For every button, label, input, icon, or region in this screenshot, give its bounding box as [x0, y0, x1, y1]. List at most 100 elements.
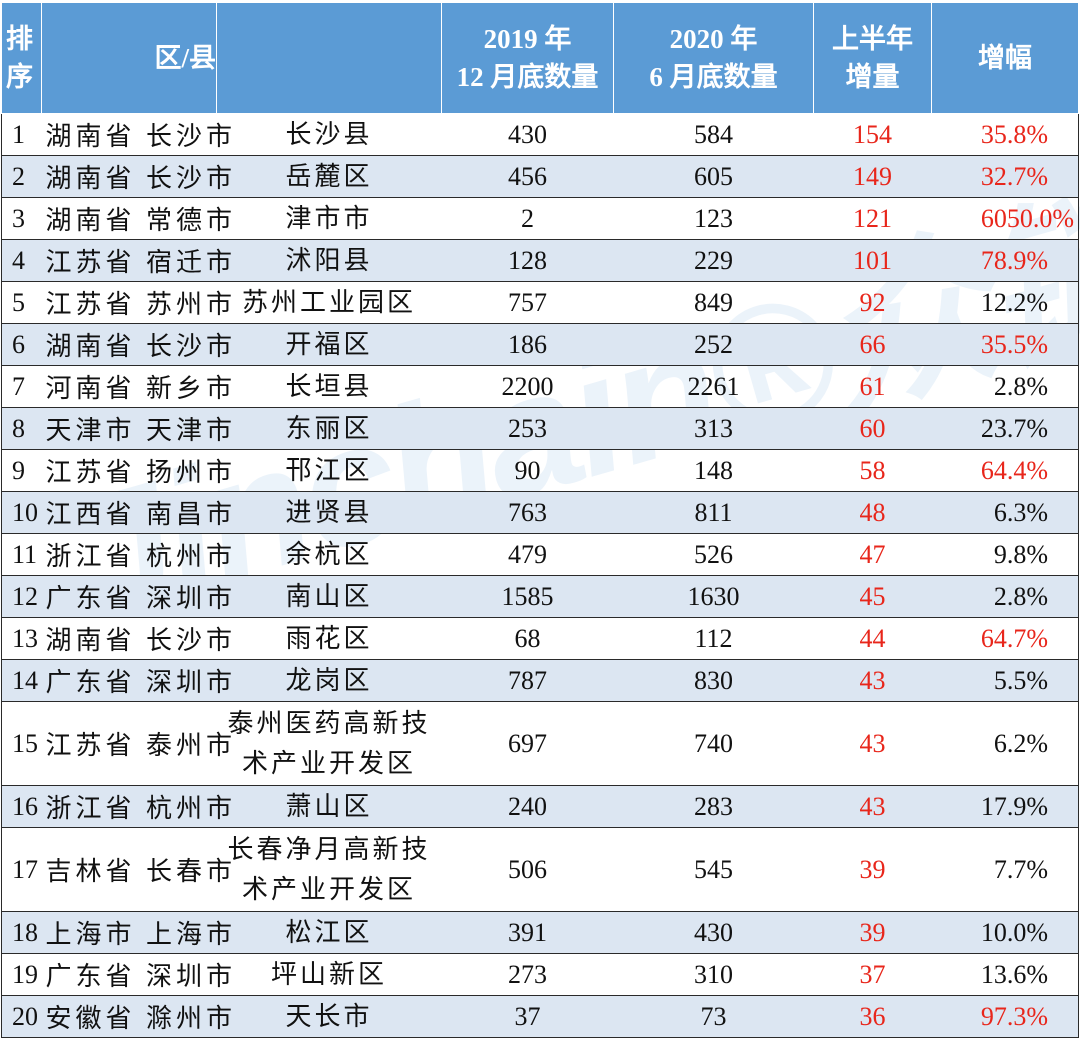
- cell-district: 岳麓区: [216, 155, 442, 198]
- cell-rank: 6: [1, 323, 42, 366]
- cell-2019-count: 506: [441, 827, 614, 912]
- table-row: 6 湖南省 长沙市 开福区 186 252 66 35.5%: [1, 323, 1079, 366]
- cell-2019-count: 186: [441, 323, 614, 366]
- cell-2020-count: 545: [613, 827, 814, 912]
- cell-growth: 78.9%: [931, 239, 1079, 282]
- cell-growth: 64.7%: [931, 617, 1079, 660]
- header-rank: 排 序: [1, 2, 42, 114]
- cell-2019-count: 456: [441, 155, 614, 198]
- cell-2019-count: 90: [441, 449, 614, 492]
- header-row: 排 序 区/县 2019 年 12 月底数量 2020 年 6 月底数量 上半年…: [1, 2, 1079, 114]
- table-row: 10 江西省 南昌市 进贤县 763 811 48 6.3%: [1, 491, 1079, 534]
- table-row: 15 江苏省 泰州市 泰州医药高新技 术产业开发区 697 740 43 6.2%: [1, 701, 1079, 786]
- cell-location: 吉林省 长春市: [41, 827, 232, 912]
- cell-2019-count: 37: [441, 995, 614, 1038]
- cell-rank: 2: [1, 155, 42, 198]
- table-body: 1 湖南省 长沙市 长沙县 430 584 154 35.8% 2 湖南省 长沙市 岳麓区 456 6…: [1, 113, 1079, 1038]
- cell-increase: 92: [813, 281, 932, 324]
- header-growth: 增幅: [931, 2, 1079, 114]
- cell-district: 天长市: [216, 995, 442, 1038]
- cell-rank: 1: [1, 113, 42, 156]
- cell-location: 广东省 深圳市: [41, 953, 232, 996]
- cell-location: 江苏省 泰州市: [41, 701, 232, 786]
- cell-increase: 101: [813, 239, 932, 282]
- cell-increase: 37: [813, 953, 932, 996]
- cell-2019-count: 2: [441, 197, 614, 240]
- header-2020: 2020 年 6 月底数量: [613, 2, 814, 114]
- cell-2020-count: 112: [613, 617, 814, 660]
- cell-location: 江西省 南昌市: [41, 491, 232, 534]
- cell-rank: 15: [1, 701, 42, 786]
- cell-rank: 9: [1, 449, 42, 492]
- cell-rank: 7: [1, 365, 42, 408]
- cell-district: 进贤县: [216, 491, 442, 534]
- cell-2019-count: 2200: [441, 365, 614, 408]
- cell-increase: 43: [813, 785, 932, 828]
- cell-increase: 48: [813, 491, 932, 534]
- cell-growth: 35.5%: [931, 323, 1079, 366]
- cell-rank: 5: [1, 281, 42, 324]
- cell-increase: 39: [813, 827, 932, 912]
- cell-2020-count: 811: [613, 491, 814, 534]
- cell-district: 余杭区: [216, 533, 442, 576]
- cell-growth: 9.8%: [931, 533, 1079, 576]
- cell-district: 长沙县: [216, 113, 442, 156]
- cell-district: 津市市: [216, 197, 442, 240]
- cell-district: 南山区: [216, 575, 442, 618]
- cell-2020-count: 73: [613, 995, 814, 1038]
- cell-2019-count: 391: [441, 911, 614, 954]
- cell-growth: 97.3%: [931, 995, 1079, 1038]
- cell-location: 浙江省 杭州市: [41, 785, 232, 828]
- cell-2020-count: 148: [613, 449, 814, 492]
- table-row: 11 浙江省 杭州市 余杭区 479 526 47 9.8%: [1, 533, 1079, 576]
- cell-2020-count: 430: [613, 911, 814, 954]
- cell-2019-count: 757: [441, 281, 614, 324]
- cell-increase: 39: [813, 911, 932, 954]
- cell-increase: 43: [813, 701, 932, 786]
- cell-growth: 6050.0%: [931, 197, 1079, 240]
- cell-increase: 66: [813, 323, 932, 366]
- cell-district: 沭阳县: [216, 239, 442, 282]
- cell-district: 龙岗区: [216, 659, 442, 702]
- cell-district: 开福区: [216, 323, 442, 366]
- cell-growth: 5.5%: [931, 659, 1079, 702]
- cell-district: 长春净月高新技 术产业开发区: [216, 827, 442, 912]
- table-row: 9 江苏省 扬州市 邗江区 90 148 58 64.4%: [1, 449, 1079, 492]
- cell-increase: 61: [813, 365, 932, 408]
- cell-growth: 10.0%: [931, 911, 1079, 954]
- cell-location: 湖南省 常德市: [41, 197, 232, 240]
- cell-2020-count: 252: [613, 323, 814, 366]
- table-row: 12 广东省 深圳市 南山区 1585 1630 45 2.8%: [1, 575, 1079, 618]
- cell-rank: 12: [1, 575, 42, 618]
- header-blank: [216, 2, 442, 114]
- cell-location: 江苏省 扬州市: [41, 449, 232, 492]
- cell-2020-count: 229: [613, 239, 814, 282]
- cell-location: 安徽省 滁州市: [41, 995, 232, 1038]
- table-row: 20 安徽省 滁州市 天长市 37 73 36 97.3%: [1, 995, 1079, 1038]
- cell-2020-count: 283: [613, 785, 814, 828]
- cell-2020-count: 313: [613, 407, 814, 450]
- cell-increase: 149: [813, 155, 932, 198]
- cell-location: 湖南省 长沙市: [41, 323, 232, 366]
- table-row: 17 吉林省 长春市 长春净月高新技 术产业开发区 506 545 39 7.7%: [1, 827, 1079, 912]
- cell-increase: 47: [813, 533, 932, 576]
- cell-2020-count: 310: [613, 953, 814, 996]
- table-row: 3 湖南省 常德市 津市市 2 123 121 6050.0%: [1, 197, 1079, 240]
- cell-district: 东丽区: [216, 407, 442, 450]
- cell-2019-count: 273: [441, 953, 614, 996]
- cell-2019-count: 253: [441, 407, 614, 450]
- cell-rank: 13: [1, 617, 42, 660]
- cell-location: 湖南省 长沙市: [41, 155, 232, 198]
- cell-location: 江苏省 苏州市: [41, 281, 232, 324]
- cell-2020-count: 123: [613, 197, 814, 240]
- cell-rank: 20: [1, 995, 42, 1038]
- cell-location: 广东省 深圳市: [41, 659, 232, 702]
- cell-district: 苏州工业园区: [216, 281, 442, 324]
- cell-rank: 16: [1, 785, 42, 828]
- table-row: 18 上海市 上海市 松江区 391 430 39 10.0%: [1, 911, 1079, 954]
- cell-growth: 35.8%: [931, 113, 1079, 156]
- cell-2019-count: 128: [441, 239, 614, 282]
- cell-location: 湖南省 长沙市: [41, 113, 232, 156]
